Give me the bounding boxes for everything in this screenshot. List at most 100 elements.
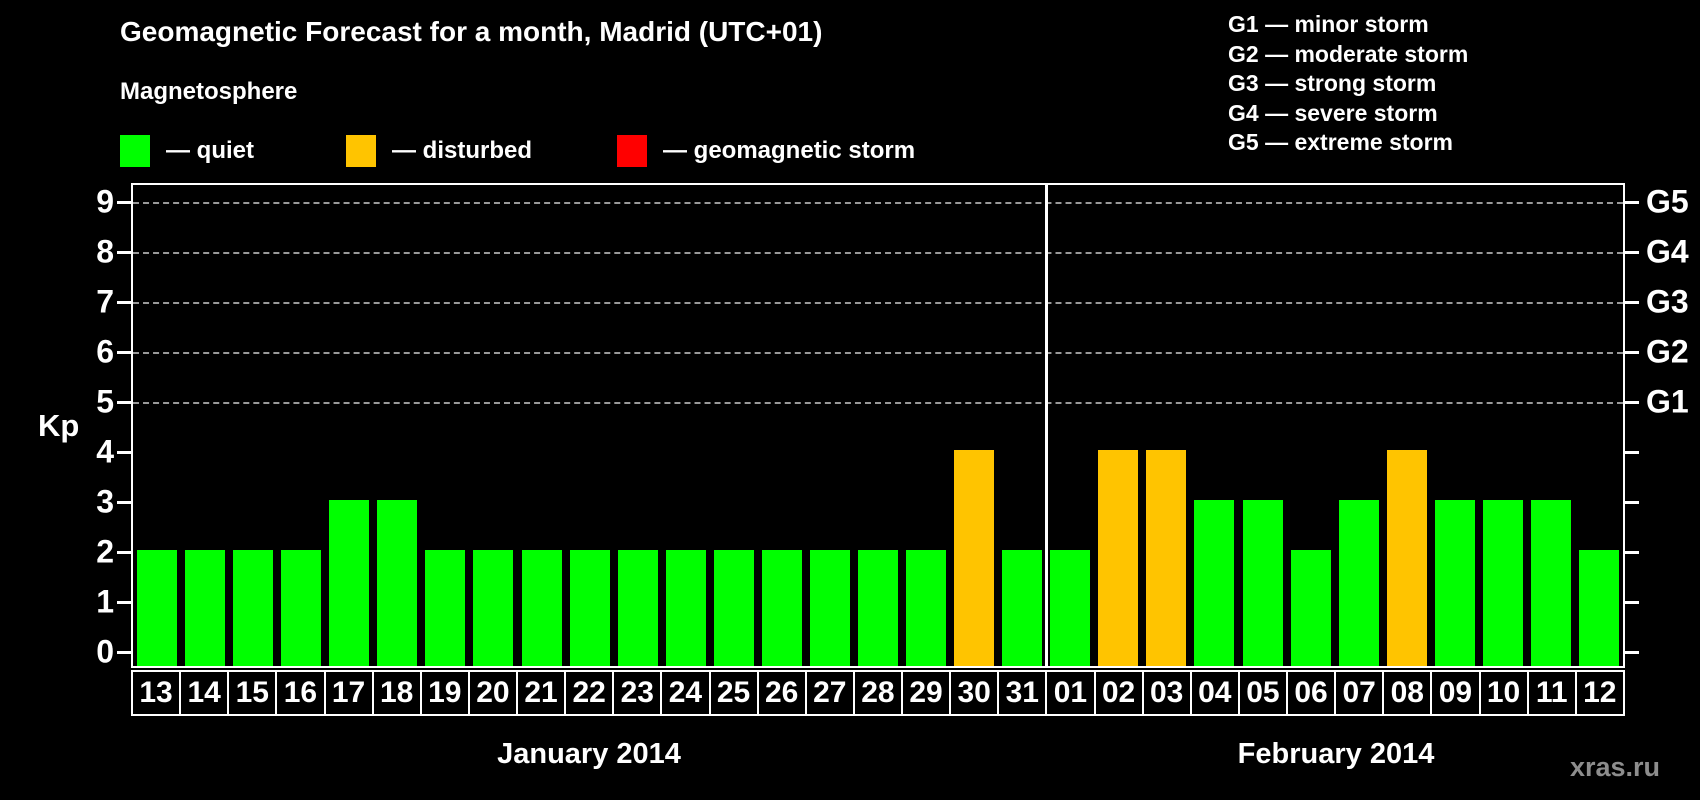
page-title: Geomagnetic Forecast for a month, Madrid… (120, 16, 823, 47)
kp-tick-left-3 (117, 501, 131, 504)
kp-bar-jan-29 (906, 550, 947, 666)
kp-bar-jan-27 (809, 550, 850, 666)
g-scale-legend: G1 — minor storm G2 — moderate storm G3 — … (1228, 10, 1468, 158)
day-cell-jan-20: 20 (467, 670, 518, 716)
kp-tick-label-5: 5 (96, 383, 114, 420)
day-cell-feb-12: 12 (1574, 670, 1625, 716)
kp-tick-label-2: 2 (96, 533, 114, 570)
kp-bar-jan-17 (329, 500, 370, 666)
kp-bar-jan-22 (569, 550, 610, 666)
day-cell-jan-27: 27 (804, 670, 855, 716)
day-cell-jan-23: 23 (612, 670, 663, 716)
month-label-january: January 2014 (497, 738, 681, 770)
day-cell-feb-01: 01 (1045, 670, 1096, 716)
day-cell-feb-08: 08 (1382, 670, 1433, 716)
kp-tick-label-8: 8 (96, 233, 114, 270)
kp-bar-jan-24 (665, 550, 706, 666)
kp-tick-label-6: 6 (96, 333, 114, 370)
kp-tick-label-3: 3 (96, 483, 114, 520)
g-axis-label-g1: G1 (1646, 383, 1689, 420)
kp-bar-feb-12 (1578, 550, 1619, 666)
day-cell-feb-11: 11 (1526, 670, 1577, 716)
day-cell-jan-30: 30 (949, 670, 1000, 716)
day-cell-feb-03: 03 (1141, 670, 1192, 716)
kp-bar-feb-05 (1242, 500, 1283, 666)
plot-area (131, 183, 1625, 668)
day-cell-jan-29: 29 (901, 670, 952, 716)
watermark: xras.ru (1569, 752, 1660, 782)
kp-bar-jan-15 (233, 550, 274, 666)
kp-tick-left-6 (117, 351, 131, 354)
kp-tick-label-0: 0 (96, 633, 114, 670)
kp-tick-right-0 (1625, 651, 1639, 654)
kp-tick-label-9: 9 (96, 183, 114, 220)
day-cell-jan-19: 19 (419, 670, 470, 716)
kp-tick-left-2 (117, 551, 131, 554)
kp-tick-label-4: 4 (96, 433, 114, 470)
kp-bar-feb-08 (1386, 450, 1427, 666)
kp-bar-jan-28 (858, 550, 898, 666)
kp-bar-jan-21 (521, 550, 562, 666)
legend-label-storm: — geomagnetic storm (663, 137, 916, 164)
legend-swatch-disturbed-icon (346, 135, 376, 167)
kp-bar-feb-07 (1338, 500, 1379, 666)
kp-bar-feb-03 (1146, 450, 1187, 666)
day-cell-jan-15: 15 (227, 670, 278, 716)
kp-bar-feb-06 (1290, 550, 1331, 666)
kp-bar-jan-19 (425, 550, 466, 666)
g-axis-label-g2: G2 (1646, 333, 1689, 370)
kp-tick-label-1: 1 (96, 583, 114, 620)
day-cell-jan-16: 16 (275, 670, 326, 716)
day-cell-jan-18: 18 (371, 670, 422, 716)
kp-tick-left-4 (117, 451, 131, 454)
kp-bar-feb-01 (1050, 550, 1091, 666)
gridline-kp-8 (133, 252, 1623, 254)
gridline-kp-7 (133, 302, 1623, 304)
kp-bar-feb-04 (1194, 500, 1235, 666)
kp-bar-jan-14 (185, 550, 226, 666)
gridline-kp-9 (133, 202, 1623, 204)
day-cell-feb-10: 10 (1478, 670, 1529, 716)
kp-axis-label: Kp (38, 408, 80, 443)
kp-tick-right-3 (1625, 501, 1639, 504)
day-cell-feb-02: 02 (1093, 670, 1144, 716)
kp-bar-jan-20 (473, 550, 514, 666)
day-cell-jan-25: 25 (708, 670, 759, 716)
day-cell-feb-06: 06 (1286, 670, 1337, 716)
g-legend-line-4: G4 — severe storm (1228, 99, 1438, 126)
kp-tick-left-8 (117, 251, 131, 254)
kp-tick-left-7 (117, 301, 131, 304)
gridline-kp-6 (133, 352, 1623, 354)
kp-bar-feb-09 (1434, 500, 1475, 666)
kp-tick-right-6 (1625, 351, 1639, 354)
month-separator-line (1044, 185, 1048, 666)
kp-bar-jan-18 (377, 500, 418, 666)
day-cell-jan-17: 17 (323, 670, 374, 716)
kp-tick-right-2 (1625, 551, 1639, 554)
g-axis-label-g4: G4 (1646, 233, 1689, 270)
g-axis-label-g3: G3 (1646, 283, 1689, 320)
day-cell-jan-28: 28 (852, 670, 903, 716)
legend-swatch-quiet-icon (120, 135, 150, 167)
kp-bar-feb-02 (1098, 450, 1139, 666)
legend-item-quiet: — quiet (120, 134, 254, 168)
legend-item-disturbed: — disturbed (346, 134, 532, 168)
kp-bar-jan-31 (1002, 550, 1043, 666)
g-legend-line-5: G5 — extreme storm (1228, 129, 1453, 156)
g-axis-label-g5: G5 (1646, 183, 1689, 220)
kp-tick-right-4 (1625, 451, 1639, 454)
kp-tick-right-5 (1625, 401, 1639, 404)
kp-tick-right-1 (1625, 601, 1639, 604)
g-legend-line-1: G1 — minor storm (1228, 11, 1429, 37)
kp-tick-left-5 (117, 401, 131, 404)
kp-tick-left-0 (117, 651, 131, 654)
kp-tick-right-7 (1625, 301, 1639, 304)
legend-swatch-storm-icon (617, 135, 647, 167)
month-label-february: February 2014 (1237, 738, 1435, 770)
gridline-kp-5 (133, 402, 1623, 404)
kp-bar-feb-10 (1482, 500, 1523, 666)
magnetosphere-label: Magnetosphere (120, 78, 298, 105)
day-cell-jan-21: 21 (516, 670, 567, 716)
kp-tick-label-7: 7 (96, 283, 114, 320)
g-legend-line-3: G3 — strong storm (1228, 70, 1437, 97)
